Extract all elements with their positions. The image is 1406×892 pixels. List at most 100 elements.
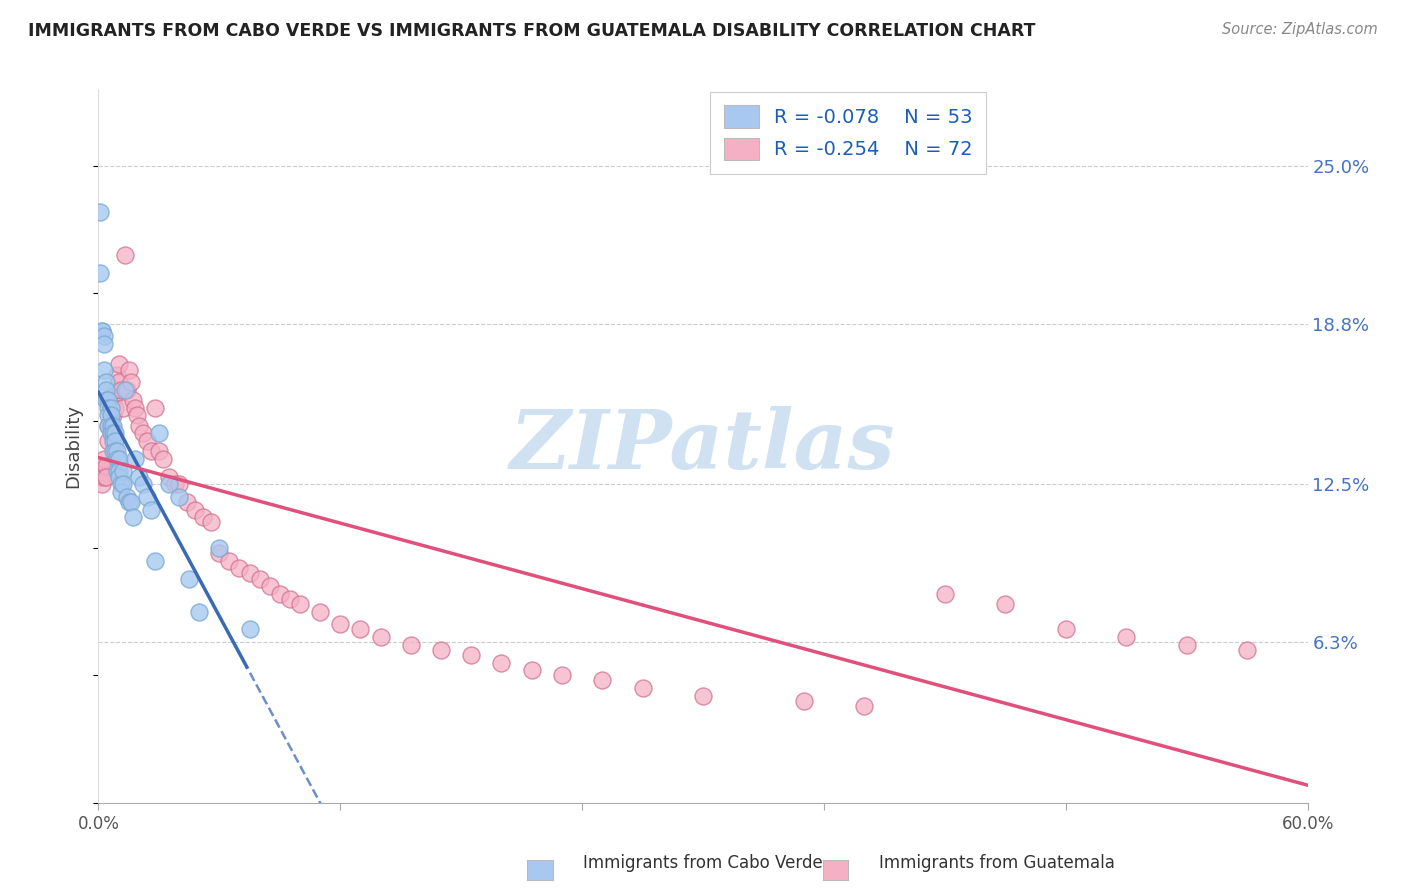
Point — [132, 426, 155, 441]
Point — [460, 648, 482, 662]
Point — [121, 393, 143, 408]
Text: Source: ZipAtlas.com: Source: ZipAtlas.com — [1222, 22, 1378, 37]
Point — [148, 426, 170, 441]
Point — [135, 434, 157, 448]
Point — [93, 451, 115, 466]
Point — [239, 623, 262, 637]
Point — [110, 383, 132, 397]
Point — [167, 490, 190, 504]
Point — [107, 465, 129, 479]
Point — [107, 376, 129, 390]
Point — [89, 469, 111, 483]
Point — [259, 579, 281, 593]
Point — [93, 329, 115, 343]
Point — [97, 418, 120, 433]
Point — [228, 561, 250, 575]
Point — [96, 469, 118, 483]
Point — [148, 444, 170, 458]
Point — [107, 451, 129, 466]
Point — [139, 444, 162, 458]
Point — [100, 418, 122, 433]
Point — [692, 689, 714, 703]
Point — [249, 572, 271, 586]
Point — [101, 393, 124, 408]
Point — [100, 409, 122, 423]
Point — [97, 418, 120, 433]
Point — [309, 605, 332, 619]
Point — [631, 681, 654, 695]
Point — [1175, 638, 1198, 652]
Point — [89, 204, 111, 219]
Point — [793, 694, 815, 708]
Point — [278, 591, 301, 606]
Point — [157, 469, 180, 483]
Point — [124, 451, 146, 466]
Point — [97, 409, 120, 423]
Point — [93, 469, 115, 483]
Point — [101, 434, 124, 448]
Point — [193, 510, 215, 524]
Point — [208, 541, 231, 555]
Point — [111, 401, 134, 415]
Point — [100, 409, 122, 423]
Point — [179, 572, 201, 586]
Point — [121, 510, 143, 524]
Point — [118, 362, 141, 376]
Point — [103, 444, 125, 458]
Text: ZIPatlas: ZIPatlas — [510, 406, 896, 486]
Point — [934, 587, 956, 601]
Point — [143, 401, 166, 415]
Point — [143, 554, 166, 568]
Point — [994, 597, 1017, 611]
Point — [200, 516, 222, 530]
Point — [115, 383, 138, 397]
Point — [97, 401, 120, 415]
Point — [218, 554, 240, 568]
Point — [111, 477, 134, 491]
Point — [96, 383, 118, 397]
Point — [110, 484, 132, 499]
Point — [120, 376, 142, 390]
Point — [135, 490, 157, 504]
Point — [93, 362, 115, 376]
Point — [157, 477, 180, 491]
Point — [491, 656, 513, 670]
Point — [269, 587, 291, 601]
Point — [163, 477, 186, 491]
Point — [430, 643, 453, 657]
Point — [128, 418, 150, 433]
Point — [152, 451, 174, 466]
Point — [89, 266, 111, 280]
Point — [288, 597, 311, 611]
Point — [184, 502, 207, 516]
Text: Immigrants from Cabo Verde: Immigrants from Cabo Verde — [583, 855, 824, 872]
Point — [103, 426, 125, 441]
Point — [103, 434, 125, 448]
Point — [349, 623, 371, 637]
Point — [853, 698, 876, 713]
Point — [103, 383, 125, 397]
Point — [111, 465, 134, 479]
Point — [370, 630, 392, 644]
Point — [591, 673, 613, 688]
Point — [1236, 643, 1258, 657]
Point — [551, 668, 574, 682]
Point — [97, 393, 120, 408]
Point — [1054, 623, 1077, 637]
Point — [188, 605, 211, 619]
Point — [93, 337, 115, 351]
Point — [91, 465, 114, 479]
Point — [91, 324, 114, 338]
Point — [110, 477, 132, 491]
Point — [128, 469, 150, 483]
Point — [399, 638, 422, 652]
Point — [100, 426, 122, 441]
Point — [120, 495, 142, 509]
Point — [96, 393, 118, 408]
Point — [107, 469, 129, 483]
Point — [125, 409, 148, 423]
Point — [329, 617, 352, 632]
Point — [132, 477, 155, 491]
Point — [176, 495, 198, 509]
Point — [239, 566, 262, 581]
